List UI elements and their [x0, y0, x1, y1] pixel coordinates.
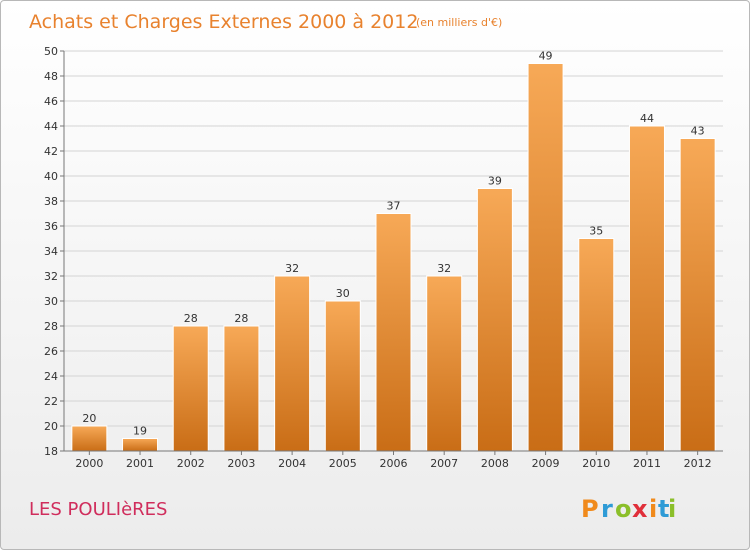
data-label: 49 [539, 50, 553, 63]
bar [527, 63, 564, 452]
data-label: 44 [640, 112, 654, 125]
y-tick-label: 18 [44, 445, 58, 458]
x-tick-label: 2011 [633, 457, 661, 470]
logo-letter: r [601, 495, 613, 523]
logo-letter: t [658, 495, 669, 523]
y-tick-label: 40 [44, 170, 58, 183]
bar [476, 188, 513, 452]
data-label: 19 [133, 425, 147, 438]
x-tick-label: 2001 [126, 457, 154, 470]
y-tick-label: 26 [44, 345, 58, 358]
bar [223, 325, 260, 452]
bars [71, 63, 716, 452]
y-tick-label: 30 [44, 295, 58, 308]
x-tick-label: 2006 [380, 457, 408, 470]
y-tick-label: 28 [44, 320, 58, 333]
data-label: 43 [691, 125, 705, 138]
data-label: 32 [285, 262, 299, 275]
x-tick-label: 2007 [430, 457, 458, 470]
y-tick-label: 38 [44, 195, 58, 208]
bar [578, 238, 615, 452]
y-tick-label: 34 [44, 245, 58, 258]
x-tick-label: 2009 [532, 457, 560, 470]
data-label: 39 [488, 175, 502, 188]
place-name: LES POULIèRES [29, 499, 167, 520]
data-label: 28 [234, 312, 248, 325]
y-tick-label: 44 [44, 120, 58, 133]
y-tick-label: 36 [44, 220, 58, 233]
bar [324, 300, 361, 452]
x-tick-label: 2012 [684, 457, 712, 470]
y-tick-label: 22 [44, 395, 58, 408]
y-tick-label: 48 [44, 70, 58, 83]
logo-letter: x [632, 495, 648, 523]
logo-letter: i [649, 495, 657, 523]
x-tick-label: 2002 [177, 457, 205, 470]
bar [628, 125, 665, 452]
y-tick-label: 50 [44, 45, 58, 58]
data-label: 37 [387, 200, 401, 213]
logo-letter: P [581, 495, 599, 523]
x-tick-label: 2010 [582, 457, 610, 470]
bar [274, 275, 311, 452]
bar [375, 213, 412, 452]
bar [172, 325, 209, 452]
bar [679, 138, 716, 452]
y-tick-label: 24 [44, 370, 58, 383]
logo-letter: i [668, 495, 676, 523]
axes: 18 20 22 24 26 28 30 32 34 36 38 40 42 44 46 48 50 2000 20… [44, 45, 723, 470]
labels: 20 19 28 28 32 30 37 32 39 49 35 44 43 [82, 50, 704, 438]
bar [122, 438, 159, 452]
data-label: 35 [589, 225, 603, 238]
x-tick-label: 2000 [75, 457, 103, 470]
y-tick-label: 46 [44, 95, 58, 108]
y-tick-label: 32 [44, 270, 58, 283]
x-tick-label: 2004 [278, 457, 306, 470]
chart-subtitle: (en milliers d'€) [416, 16, 502, 29]
data-label: 28 [184, 312, 198, 325]
x-tick-label: 2005 [329, 457, 357, 470]
data-label: 32 [437, 262, 451, 275]
y-tick-label: 20 [44, 420, 58, 433]
x-tick-label: 2008 [481, 457, 509, 470]
logo-letter: o [615, 495, 632, 523]
data-label: 30 [336, 287, 350, 300]
data-label: 20 [82, 412, 96, 425]
bar [71, 425, 108, 452]
chart-title: Achats et Charges Externes 2000 à 2012 [29, 11, 418, 33]
y-tick-label: 42 [44, 145, 58, 158]
x-tick-label: 2003 [227, 457, 255, 470]
bar [426, 275, 463, 452]
